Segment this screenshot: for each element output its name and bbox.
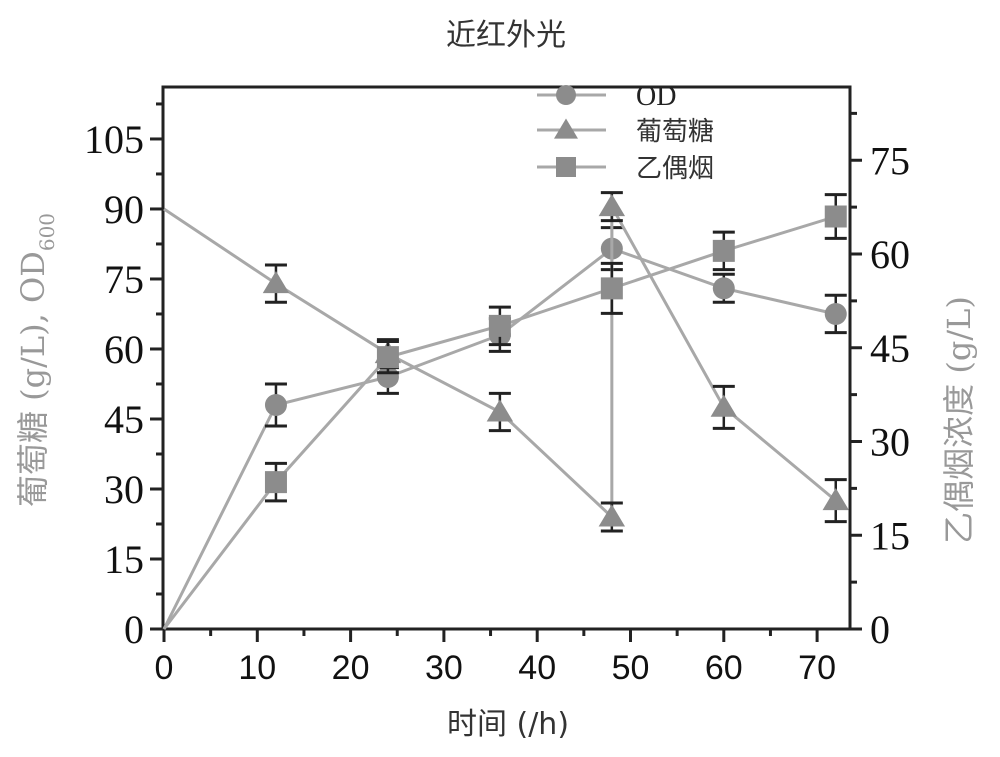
left-tick-label: 90 — [104, 187, 144, 232]
triangle-marker — [710, 394, 737, 417]
legend-label: 葡萄糖 — [636, 117, 714, 147]
x-tick-label: 40 — [518, 649, 556, 687]
circle-marker — [824, 302, 847, 325]
legend-label: OD — [636, 81, 676, 112]
legend-item-circle: OD — [537, 81, 676, 112]
plot-frame — [161, 85, 852, 631]
chart-title: 近红外光 — [446, 18, 566, 53]
x-tick-label: 50 — [612, 649, 650, 687]
triangle-marker — [598, 504, 626, 527]
left-tick-label: 105 — [84, 117, 144, 162]
right-tick-label: 30 — [870, 420, 910, 465]
square-marker — [488, 314, 511, 337]
right-axis-label-text: 乙偶烟浓度 (g/L) — [940, 296, 978, 544]
triangle-marker — [554, 118, 578, 139]
x-axis: 0 10 20 30 40 50 60 70 — [155, 629, 836, 687]
series-line — [163, 200, 837, 521]
x-tick-label: 20 — [332, 649, 370, 687]
legend-item-square: 乙偶烟 — [537, 154, 714, 184]
right-tick-label: 15 — [870, 513, 910, 558]
left-tick-label: 60 — [104, 327, 144, 372]
left-tick-label: 15 — [104, 537, 144, 582]
left-axis-label: 葡萄糖 (g/L), OD600 — [14, 213, 59, 507]
left-axis-label-main: 葡萄糖 (g/L), OD — [14, 251, 52, 507]
square-marker — [600, 277, 623, 300]
left-y-axis: 0 15 30 45 60 75 90 105 — [84, 102, 163, 652]
x-tick-label: 60 — [705, 649, 743, 687]
circle-marker — [264, 393, 287, 416]
x-tick-label: 30 — [425, 649, 463, 687]
left-tick-label: 30 — [104, 467, 144, 512]
series-2 — [162, 193, 847, 630]
square-marker — [824, 205, 847, 228]
svg-text:葡萄糖 (g/L), OD600: 葡萄糖 (g/L), OD600 — [14, 213, 59, 507]
x-tick-label: 10 — [238, 649, 276, 687]
right-tick-label: 75 — [870, 138, 910, 183]
left-tick-label: 75 — [104, 257, 144, 302]
legend-item-triangle: 葡萄糖 — [537, 117, 714, 147]
triangle-marker — [486, 399, 514, 422]
square-marker — [556, 157, 576, 177]
x-axis-label: 时间 (/h) — [447, 707, 569, 742]
x-tick-label: 0 — [155, 649, 174, 687]
triangle-marker — [822, 488, 849, 511]
square-marker — [712, 239, 735, 262]
triangle-marker — [598, 193, 626, 217]
left-tick-label: 0 — [124, 607, 144, 652]
left-axis-label-subscript: 600 — [35, 213, 59, 251]
x-tick-label: 70 — [798, 649, 836, 687]
left-tick-label: 45 — [104, 397, 144, 442]
right-tick-label: 60 — [870, 232, 910, 277]
right-tick-label: 45 — [870, 326, 910, 371]
legend-label: 乙偶烟 — [636, 154, 714, 184]
right-y-axis: 0 15 30 45 60 75 — [850, 111, 910, 652]
series-1 — [163, 191, 849, 533]
series-layer — [162, 191, 849, 630]
square-marker — [264, 471, 287, 494]
circle-marker — [712, 277, 735, 300]
triangle-marker — [262, 270, 290, 294]
right-axis-label: 乙偶烟浓度 (g/L) — [940, 296, 978, 544]
circle-marker — [556, 85, 576, 105]
square-marker — [376, 346, 399, 369]
right-tick-label: 0 — [870, 607, 890, 652]
